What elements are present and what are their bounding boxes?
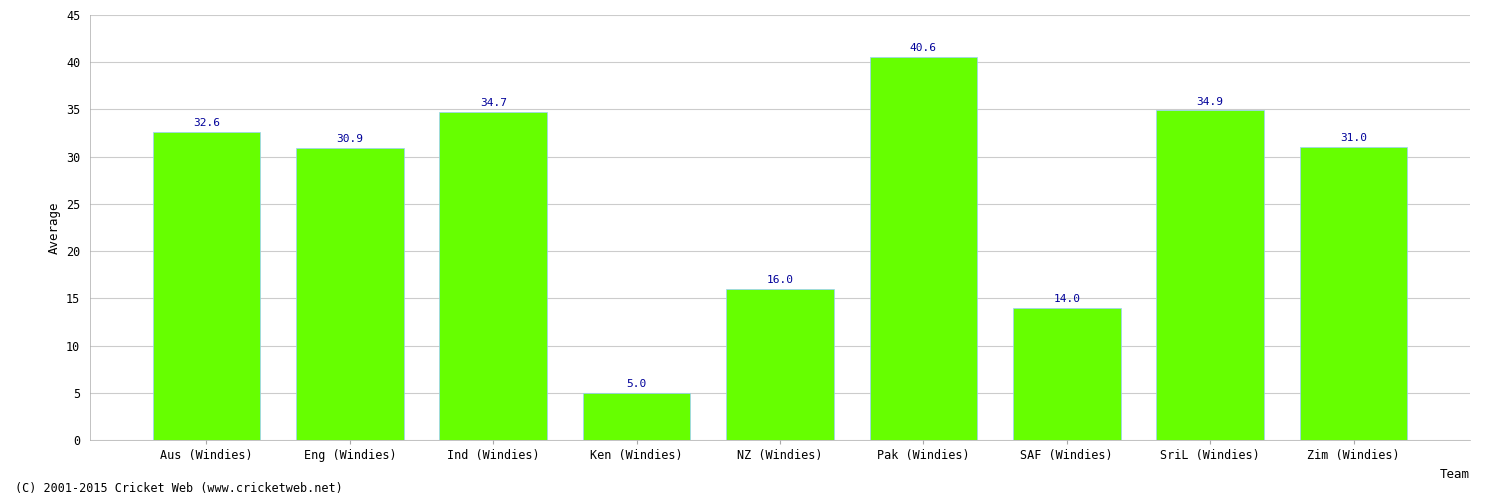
Bar — [1013, 308, 1120, 440]
Text: 32.6: 32.6 — [194, 118, 220, 128]
Text: 14.0: 14.0 — [1053, 294, 1080, 304]
Bar — [296, 148, 404, 440]
Bar — [153, 132, 261, 440]
X-axis label: Team: Team — [1440, 468, 1470, 480]
Bar — [1299, 147, 1407, 440]
Text: (C) 2001-2015 Cricket Web (www.cricketweb.net): (C) 2001-2015 Cricket Web (www.cricketwe… — [15, 482, 342, 495]
Text: 34.7: 34.7 — [480, 98, 507, 108]
Text: 16.0: 16.0 — [766, 275, 794, 285]
Text: 5.0: 5.0 — [627, 379, 646, 389]
Bar — [870, 56, 976, 440]
Bar — [584, 393, 690, 440]
Text: 40.6: 40.6 — [910, 43, 938, 53]
Y-axis label: Average: Average — [48, 201, 60, 254]
Text: 31.0: 31.0 — [1340, 134, 1366, 143]
Text: 34.9: 34.9 — [1197, 96, 1224, 106]
Bar — [440, 112, 548, 440]
Text: 30.9: 30.9 — [336, 134, 363, 144]
Bar — [1156, 110, 1264, 440]
Bar — [726, 289, 834, 440]
